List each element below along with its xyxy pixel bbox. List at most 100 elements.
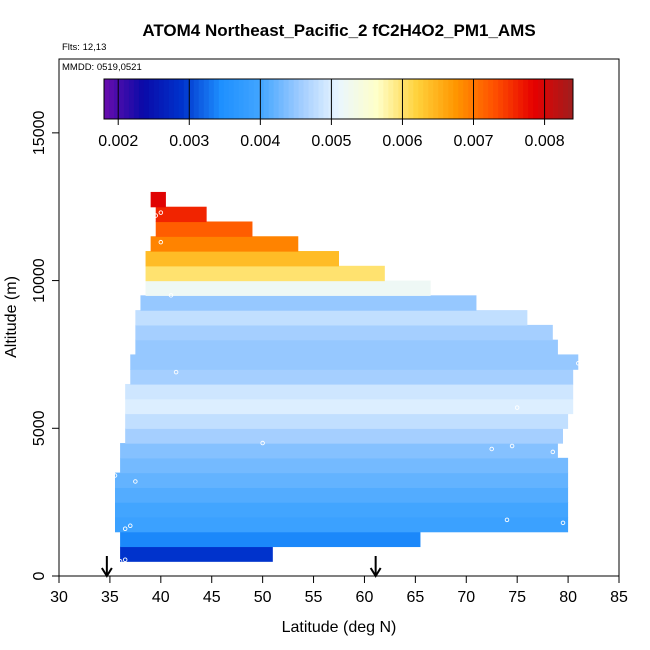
colorbar-swatch xyxy=(383,79,388,119)
colorbar-swatch xyxy=(423,79,428,119)
flights-label: Flts: 12,13 xyxy=(62,42,106,53)
colorbar-swatch xyxy=(538,79,543,119)
colorbar-swatch xyxy=(334,79,339,119)
colorbar-swatch xyxy=(533,79,538,119)
colorbar-swatch xyxy=(214,79,219,119)
heatmap-cell-24 xyxy=(151,192,166,207)
colorbar-swatch xyxy=(229,79,234,119)
x-tick-label: 60 xyxy=(356,589,374,606)
colorbar-tick-label: 0.003 xyxy=(169,133,209,150)
colorbar-swatch xyxy=(239,79,244,119)
heatmap-cell-10 xyxy=(125,399,573,414)
colorbar-swatch xyxy=(164,79,169,119)
colorbar-swatch xyxy=(458,79,463,119)
heatmap-cell-4 xyxy=(115,487,568,502)
colorbar-swatch xyxy=(294,79,299,119)
x-tick-label: 65 xyxy=(406,589,424,606)
x-tick-label: 55 xyxy=(305,589,323,606)
colorbar-swatch xyxy=(304,79,309,119)
arrow-marker-0 xyxy=(102,556,112,576)
colorbar-swatch xyxy=(289,79,294,119)
colorbar-swatch xyxy=(134,79,139,119)
colorbar-swatch xyxy=(339,79,344,119)
x-tick-label: 30 xyxy=(50,589,68,606)
colorbar-swatch xyxy=(363,79,368,119)
heatmap-cell-9 xyxy=(125,414,568,429)
colorbar-swatch xyxy=(184,79,189,119)
colorbar-swatch xyxy=(493,79,498,119)
colorbar-swatch xyxy=(219,79,224,119)
colorbar-swatch xyxy=(264,79,269,119)
y-axis: 0 5000 10000 15000 xyxy=(31,111,59,581)
colorbar-swatch xyxy=(443,79,448,119)
colorbar-tick-label: 0.006 xyxy=(382,133,422,150)
colorbar-swatch xyxy=(543,79,548,119)
colorbar-swatch xyxy=(194,79,199,119)
heatmap-cell-14 xyxy=(135,340,558,355)
observation-point-2 xyxy=(113,536,117,540)
colorbar-swatch xyxy=(279,79,284,119)
colorbar-swatch xyxy=(269,79,274,119)
colorbar-swatch xyxy=(254,79,259,119)
heatmap-cell-5 xyxy=(115,473,568,488)
colorbar-swatch xyxy=(154,79,159,119)
x-tick-label: 85 xyxy=(610,589,628,606)
observation-point-5 xyxy=(108,524,112,528)
heatmap-cell-23 xyxy=(156,207,207,222)
x-tick-label: 75 xyxy=(508,589,526,606)
heatmap-cell-20 xyxy=(146,251,339,266)
colorbar-swatch xyxy=(144,79,149,119)
x-tick-label: 70 xyxy=(457,589,475,606)
colorbar-swatch xyxy=(428,79,433,119)
colorbar-swatch xyxy=(408,79,413,119)
x-tick-label: 80 xyxy=(559,589,577,606)
observation-point-6 xyxy=(108,486,112,490)
heatmap-cell-8 xyxy=(125,428,563,443)
colorbar-swatch xyxy=(378,79,383,119)
colorbar-swatch xyxy=(179,79,184,119)
colorbar-tick-label: 0.008 xyxy=(525,133,565,150)
colorbar-tick-label: 0.005 xyxy=(311,133,351,150)
x-tick-label: 50 xyxy=(254,589,272,606)
y-tick-label: 5000 xyxy=(31,410,48,446)
colorbar-swatch xyxy=(448,79,453,119)
colorbar-swatch xyxy=(498,79,503,119)
colorbar-swatch xyxy=(169,79,174,119)
heatmap-cell-3 xyxy=(115,502,568,517)
colorbar-swatch xyxy=(503,79,508,119)
heatmap-cell-1 xyxy=(120,532,420,547)
colorbar-swatch xyxy=(149,79,154,119)
heatmap-cell-15 xyxy=(135,325,552,340)
colorbar-swatch xyxy=(403,79,408,119)
colorbar-swatch xyxy=(299,79,304,119)
colorbar-tick-label: 0.007 xyxy=(453,133,493,150)
x-axis: 30 35 40 45 50 55 60 65 70 75 80 85 xyxy=(50,576,628,606)
colorbar-swatch xyxy=(324,79,329,119)
colorbar-swatch xyxy=(314,79,319,119)
colorbar-swatch xyxy=(518,79,523,119)
date-label: MMDD: 0519,0521 xyxy=(62,62,142,73)
colorbar-tick-label: 0.002 xyxy=(98,133,138,150)
heatmap-cell-16 xyxy=(135,310,527,325)
colorbar: 0.002 0.003 0.004 0.005 0.006 0.007 0.008 xyxy=(98,79,573,150)
colorbar-swatch xyxy=(319,79,324,119)
heatmap-cell-0 xyxy=(120,546,273,561)
colorbar-swatch xyxy=(548,79,553,119)
x-tick-label: 45 xyxy=(203,589,221,606)
colorbar-swatch xyxy=(473,79,478,119)
colorbar-swatch xyxy=(563,79,568,119)
colorbar-swatch xyxy=(244,79,249,119)
heatmap-cell-13 xyxy=(130,354,578,369)
colorbar-swatch xyxy=(523,79,528,119)
colorbar-swatch xyxy=(393,79,398,119)
colorbar-swatch xyxy=(104,79,109,119)
x-tick-label: 40 xyxy=(152,589,170,606)
colorbar-swatch xyxy=(309,79,314,119)
heatmap-cells xyxy=(115,192,578,562)
colorbar-swatch xyxy=(488,79,493,119)
heatmap-cell-19 xyxy=(146,266,385,281)
colorbar-swatch xyxy=(348,79,353,119)
colorbar-swatch xyxy=(358,79,363,119)
colorbar-swatch xyxy=(388,79,393,119)
